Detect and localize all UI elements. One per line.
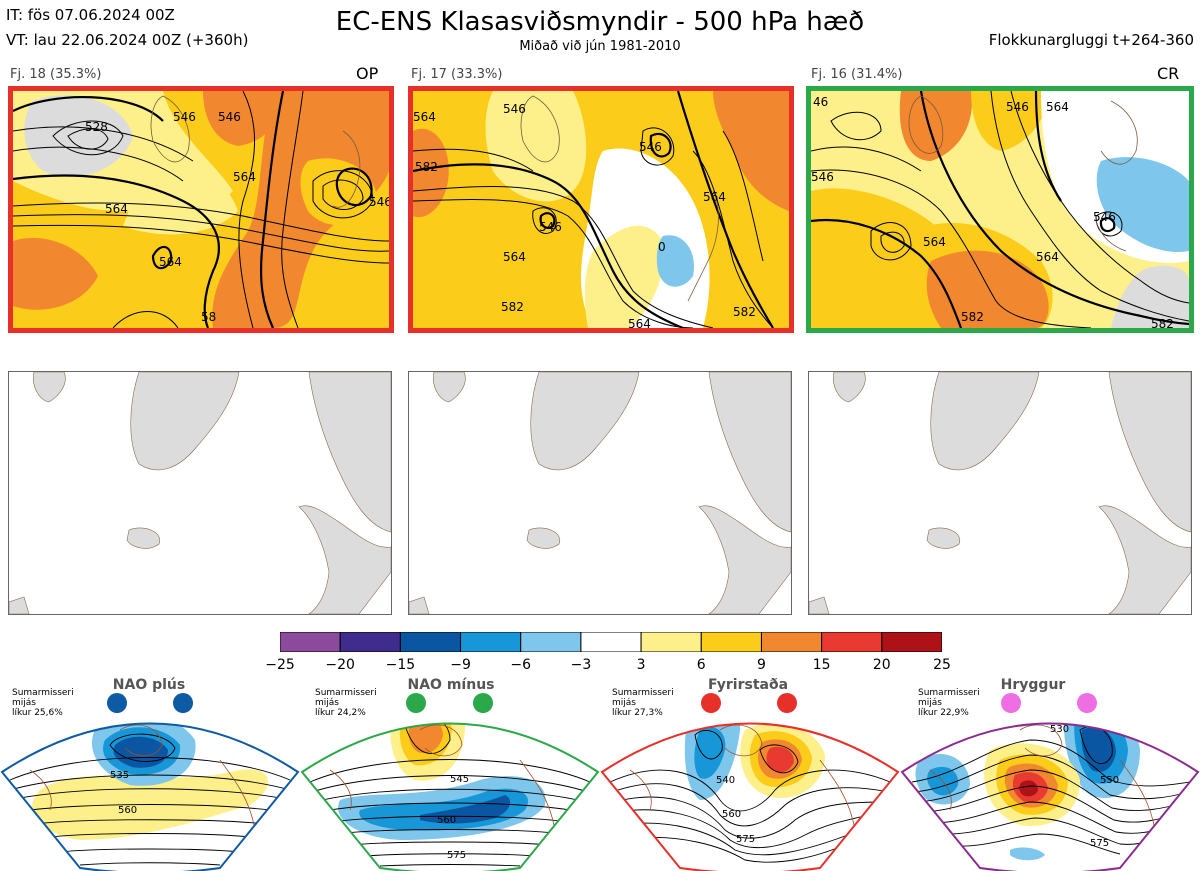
colorbar-tick-label: 15 [812, 657, 831, 673]
contour-label: 560 [437, 815, 456, 826]
contour-label: 582 [415, 160, 438, 174]
contour-label: 582 [1151, 317, 1174, 328]
contour-label: 564 [413, 110, 436, 124]
cluster-1-code: OP [356, 64, 379, 83]
empty-map-1 [8, 371, 392, 615]
colorbar-swatch [580, 631, 642, 653]
colorbar-swatch [700, 631, 762, 653]
contour-label: 546 [1093, 210, 1116, 224]
contour-label: 582 [501, 300, 524, 314]
regime-4-marker [1001, 693, 1021, 713]
contour-label: 546 [503, 102, 526, 116]
contour-label: 564 [923, 235, 946, 249]
colorbar-swatch [399, 631, 462, 653]
contour-label: 575 [1090, 838, 1109, 849]
regime-4-marker [1077, 693, 1097, 713]
contour-label: 540 [716, 775, 735, 786]
empty-map-3 [808, 371, 1192, 615]
regime-1-title: NAO plús [112, 677, 186, 693]
regime-4-meta: Sumarmisseri mijás líkur 22,9% [918, 688, 980, 718]
valid-time: VT: lau 22.06.2024 00Z (+360h) [6, 31, 249, 49]
contour-label: 58 [201, 310, 216, 324]
colorbar-swatch [460, 631, 522, 653]
colorbar-swatch [821, 631, 883, 653]
colorbar-tick-label: 3 [636, 657, 646, 673]
contour-label: 564 [503, 250, 526, 264]
contour-label: 564 [233, 170, 256, 184]
regime-1-marker [173, 693, 193, 713]
contour-label: 564 [628, 317, 651, 328]
regime-1-meta: Sumarmisseri mijás líkur 25,6% [12, 688, 74, 718]
initial-time: IT: fös 07.06.2024 00Z [6, 6, 175, 24]
regime-3-marker [777, 693, 797, 713]
regime-1-marker [107, 693, 127, 713]
contour-label: 46 [813, 95, 828, 109]
regime-2-meta: Sumarmisseri mijás líkur 24,2% [315, 688, 377, 718]
colorbar-tick-label: −25 [265, 657, 295, 673]
regime-3-meta: Sumarmisseri mijás líkur 27,3% [612, 688, 674, 718]
empty-map-2 [408, 371, 792, 615]
regime-4-map: 530 550 575 [900, 693, 1200, 871]
contour-label: 546 [218, 110, 241, 124]
contour-label: 564 [703, 190, 726, 204]
contour-label: 560 [722, 809, 741, 820]
cluster-3-map: 46 546 564 564 546 564 582 546 582 [806, 86, 1194, 333]
cluster-3-label: Fj. 16 (31.4%) [811, 67, 903, 82]
page-title: EC-ENS Klasasviðsmyndir - 500 hPa hæð [335, 7, 865, 37]
colorbar-tick-label: 25 [933, 657, 951, 673]
cluster-1-map: 528 546 564 564 564 546 546 58 [8, 86, 394, 333]
contour-label: 564 [105, 202, 128, 216]
contour-label: 564 [1046, 100, 1069, 114]
colorbar-tick-label: 9 [756, 657, 766, 673]
contour-label: 546 [539, 220, 562, 234]
contour-label: 546 [639, 140, 662, 154]
colorbar-tick-label: 6 [696, 657, 706, 673]
regime-1-map: 535 560 [0, 693, 300, 871]
colorbar-swatch [640, 631, 702, 653]
colorbar-tick-label: −15 [385, 657, 416, 673]
cluster-2-map: 564 546 546 546 564 564 582 582 582 564 … [408, 86, 794, 333]
contour-label: 582 [733, 305, 756, 319]
contour-label: 564 [1036, 250, 1059, 264]
regime-3-title: Fyrirstaða [707, 677, 789, 693]
colorbar-tick-label: 20 [872, 657, 891, 673]
contour-label: 550 [1100, 775, 1119, 786]
regime-2-map: 545 560 575 [300, 693, 600, 871]
colorbar-tick-label: −9 [450, 657, 471, 673]
colorbar-swatch [760, 631, 823, 653]
colorbar-swatch [279, 631, 341, 653]
contour-label: 546 [1006, 100, 1029, 114]
contour-label: 582 [961, 310, 984, 324]
colorbar-swatch [881, 631, 943, 653]
contour-label: 575 [736, 834, 755, 845]
contour-label: 535 [110, 770, 129, 781]
contour-label: 0 [658, 240, 666, 254]
contour-label: 546 [369, 195, 389, 209]
regime-2-title: NAO mínus [407, 677, 495, 693]
regime-2-marker [406, 693, 426, 713]
contour-label: 546 [173, 110, 196, 124]
colorbar [279, 631, 943, 653]
cluster-window: Flokkunargluggi t+264-360 [988, 31, 1194, 49]
cluster-3-code: CR [1157, 64, 1180, 83]
regime-3-marker [701, 693, 721, 713]
colorbar-tick-label: −20 [325, 657, 355, 673]
colorbar-swatch [520, 631, 582, 653]
page-subtitle: Miðað við jún 1981-2010 [519, 39, 681, 54]
cluster-2-label: Fj. 17 (33.3%) [411, 67, 503, 82]
contour-label: 564 [159, 255, 182, 269]
contour-label: 546 [811, 170, 834, 184]
contour-label: 545 [450, 774, 469, 785]
contour-label: 530 [1050, 724, 1069, 735]
cluster-1-label: Fj. 18 (35.3%) [10, 67, 102, 82]
regime-4-title: Hryggur [1000, 677, 1066, 693]
contour-label: 560 [118, 805, 137, 816]
colorbar-tick-label: −3 [570, 657, 592, 673]
regime-3-map: 540 560 575 [600, 693, 900, 871]
colorbar-tick-label: −6 [510, 657, 532, 673]
contour-label: 528 [85, 120, 108, 134]
regime-2-marker [473, 693, 493, 713]
colorbar-swatch [339, 631, 401, 653]
contour-label: 575 [447, 850, 466, 861]
